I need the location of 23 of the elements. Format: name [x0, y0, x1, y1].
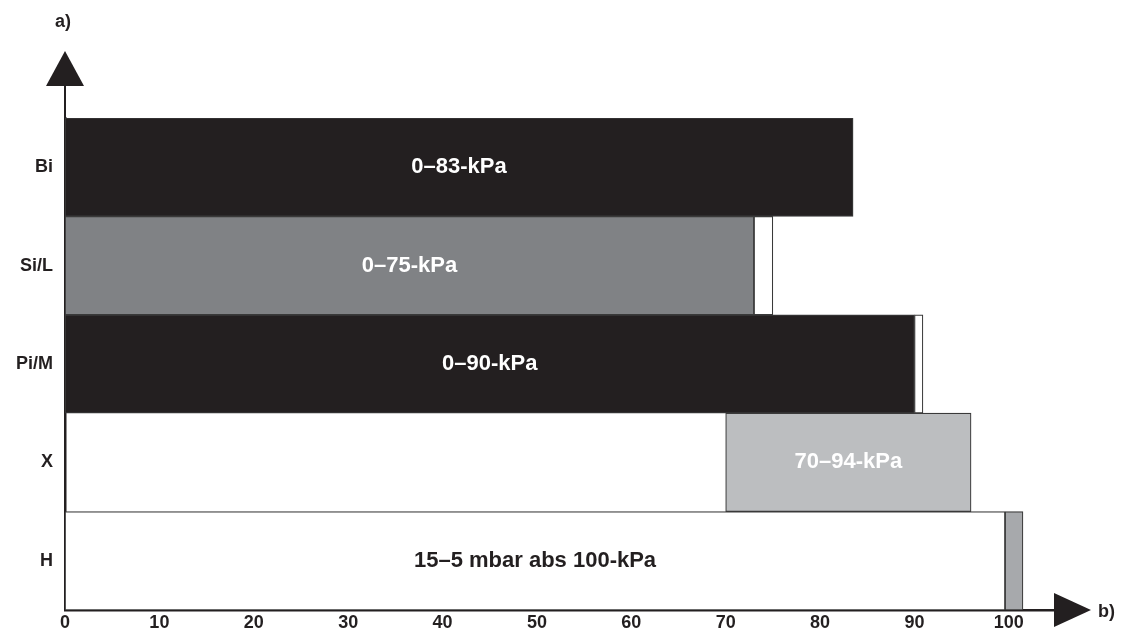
y-tick-label: Bi	[35, 156, 53, 177]
x-tick-label: 60	[621, 611, 642, 632]
x-tick-label: 20	[243, 611, 264, 632]
annotation: 0–90-kPa	[442, 350, 539, 376]
x-tick-label: 100	[993, 611, 1024, 632]
y-axis-title: a)	[54, 10, 72, 31]
x-axis-title: b)	[1098, 600, 1115, 621]
annotation: 70–94-kPa	[794, 448, 903, 474]
x-tick-label: 30	[338, 611, 359, 632]
x-tick-label: 50	[526, 611, 547, 632]
x-tick-label: 10	[149, 611, 170, 632]
y-tick-label: Pi/M	[15, 352, 53, 373]
annotation: 15–5 mbar abs 100-kPa	[413, 546, 657, 572]
x-tick-label: 90	[904, 611, 925, 632]
y-tick-label: X	[40, 451, 53, 472]
x-tick-label: 40	[432, 611, 453, 632]
y-tick-label: H	[40, 549, 53, 570]
annotation: 0–75-kPa	[361, 251, 458, 277]
x-tick-label: 80	[810, 611, 831, 632]
annotation: 0–83-kPa	[411, 153, 508, 179]
x-tick-label: 70	[715, 611, 736, 632]
y-tick-label: Si/L	[19, 254, 53, 275]
x-tick-label: 0	[59, 611, 71, 632]
